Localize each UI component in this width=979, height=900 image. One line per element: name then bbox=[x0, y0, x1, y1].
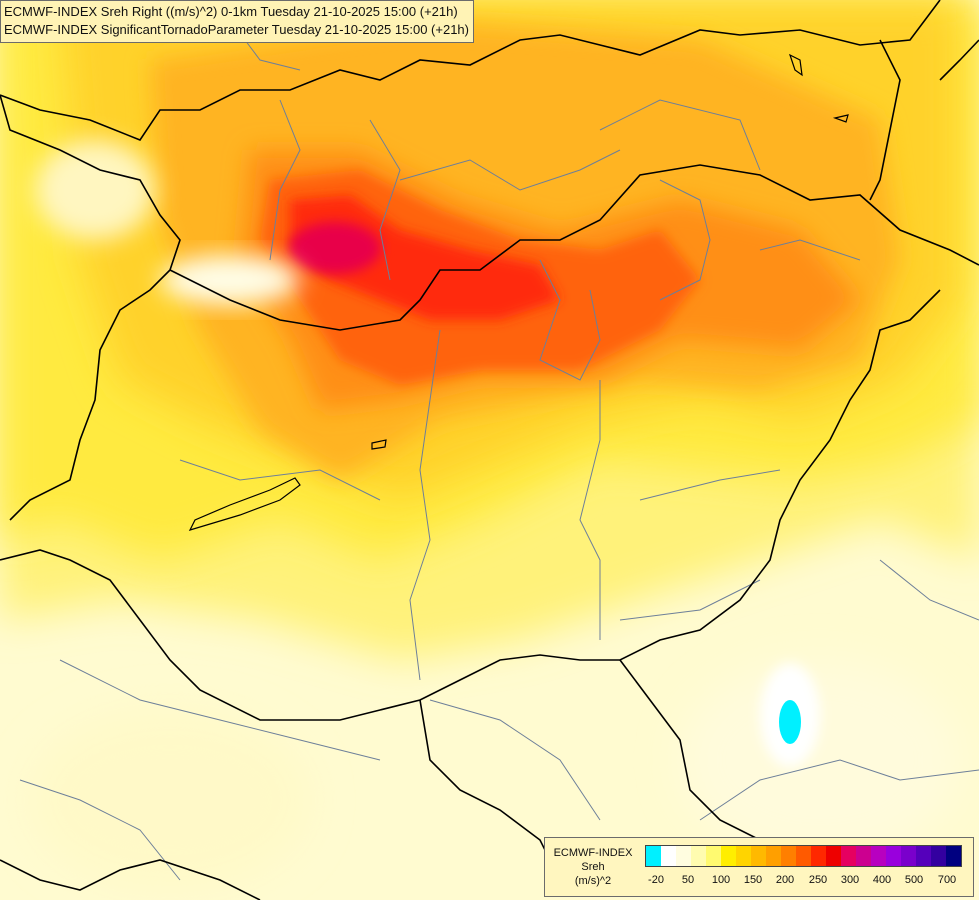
legend-swatch bbox=[796, 846, 811, 866]
legend-swatch bbox=[871, 846, 886, 866]
legend-tick-label: 100 bbox=[711, 874, 731, 886]
legend-swatch bbox=[946, 846, 961, 866]
legend-label: ECMWF-INDEX Sreh (m/s)^2 bbox=[549, 846, 637, 888]
color-legend: ECMWF-INDEX Sreh (m/s)^2 -20 50 100 150 200 2… bbox=[544, 837, 974, 897]
legend-swatch bbox=[886, 846, 901, 866]
legend-tick-label: -20 bbox=[648, 874, 664, 886]
legend-line-3: (m/s)^2 bbox=[574, 875, 612, 887]
region-lines bbox=[19, 19, 979, 881]
legend-swatch bbox=[751, 846, 766, 866]
stp-title: ECMWF-INDEX SignificantTornadoParameter … bbox=[4, 22, 469, 37]
legend-swatch bbox=[916, 846, 931, 866]
legend-ticks: -20 50 100 150 200 250 300 400 500 700 bbox=[643, 874, 973, 888]
sreh-title: ECMWF-INDEX Sreh Right ((m/s)^2) 0-1km T… bbox=[4, 4, 458, 19]
legend-swatch bbox=[826, 846, 841, 866]
legend-swatch bbox=[736, 846, 751, 866]
legend-swatch bbox=[811, 846, 826, 866]
legend-swatch bbox=[676, 846, 691, 866]
map-title-box: ECMWF-INDEX Sreh Right ((m/s)^2) 0-1km T… bbox=[0, 0, 474, 43]
legend-swatch bbox=[706, 846, 721, 866]
legend-swatch bbox=[931, 846, 946, 866]
legend-swatch bbox=[721, 846, 736, 866]
legend-swatch bbox=[901, 846, 916, 866]
legend-tick-label: 50 bbox=[681, 874, 695, 886]
legend-swatch bbox=[691, 846, 706, 866]
legend-swatch bbox=[841, 846, 856, 866]
legend-line-2: Sreh bbox=[581, 861, 605, 873]
legend-tick-label: 250 bbox=[808, 874, 828, 886]
lakes bbox=[188, 53, 849, 531]
legend-tick-label: 150 bbox=[743, 874, 763, 886]
legend-line-1: ECMWF-INDEX bbox=[553, 847, 633, 859]
legend-tick-label: 200 bbox=[775, 874, 795, 886]
legend-tick-label: 300 bbox=[840, 874, 860, 886]
legend-swatch bbox=[781, 846, 796, 866]
legend-swatch bbox=[856, 846, 871, 866]
legend-swatch bbox=[646, 846, 661, 866]
legend-tick-label: 400 bbox=[872, 874, 892, 886]
legend-tick-label: 700 bbox=[937, 874, 957, 886]
legend-tick-label: 500 bbox=[904, 874, 924, 886]
legend-swatch bbox=[766, 846, 781, 866]
legend-swatches bbox=[645, 845, 962, 867]
legend-swatch bbox=[661, 846, 676, 866]
